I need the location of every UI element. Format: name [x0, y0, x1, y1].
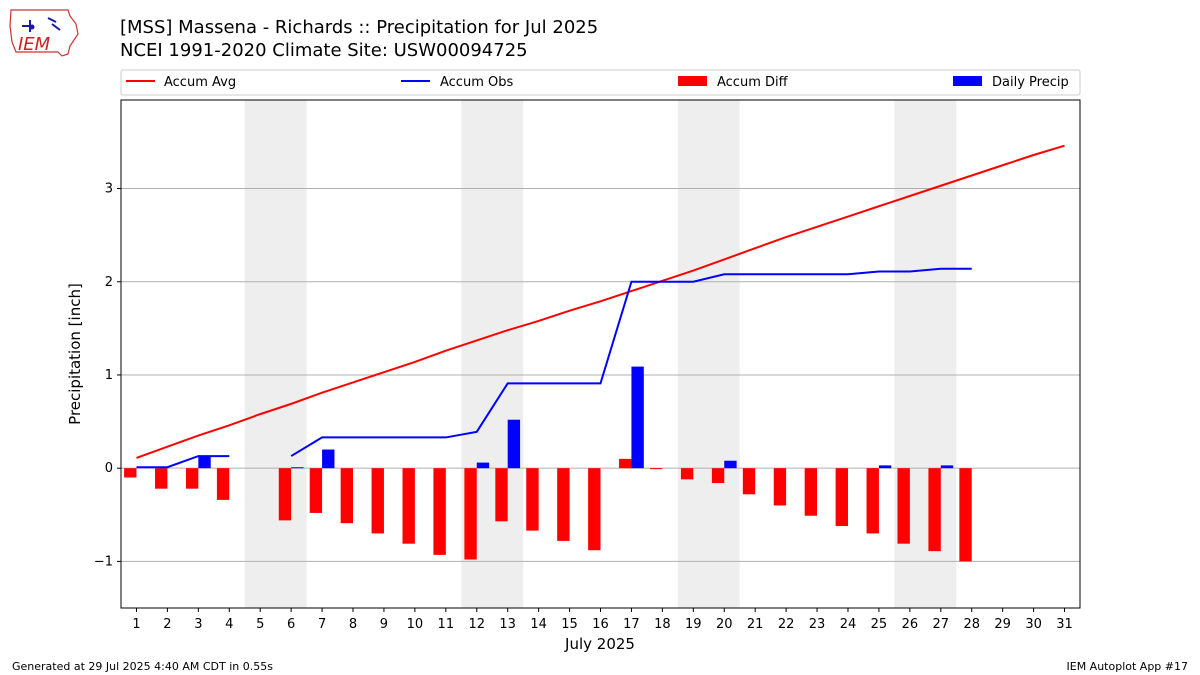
plot-frame — [120, 99, 1081, 609]
accum-diff-bar — [897, 468, 910, 544]
accum-diff-bar — [433, 468, 446, 555]
x-tick-label: 11 — [438, 617, 455, 632]
daily-precip-bar — [631, 366, 644, 469]
accum-diff-bar — [185, 468, 199, 489]
x-tick-label: 3 — [194, 617, 202, 632]
x-tick-label: 27 — [933, 617, 950, 632]
accum-obs-line — [136, 455, 230, 469]
y-axis-label: Precipitation [inch] — [66, 283, 84, 425]
x-tick-label: 21 — [747, 617, 764, 632]
accum-diff-bar — [278, 468, 292, 521]
x-tick-label: 20 — [716, 617, 733, 632]
accum-diff-bar — [866, 468, 879, 534]
x-tick-label: 29 — [994, 617, 1011, 632]
x-tick-label: 12 — [468, 617, 485, 632]
accum-diff-bar — [495, 468, 508, 522]
legend-accum-diff-label: Accum Diff — [717, 75, 789, 90]
x-tick-label: 10 — [407, 617, 424, 632]
x-tick-label: 14 — [530, 617, 547, 632]
x-tick-label: 1 — [132, 617, 140, 632]
y-tick-label: 1 — [105, 368, 113, 383]
daily-precip-bar — [198, 456, 211, 469]
legend-box — [120, 69, 1081, 96]
daily-precip-bar — [507, 419, 521, 469]
x-tick-label: 5 — [256, 617, 264, 632]
accum-diff-bar — [309, 468, 323, 513]
x-tick-label: 24 — [840, 617, 857, 632]
x-tick-label: 18 — [654, 617, 671, 632]
x-tick-label: 26 — [902, 617, 919, 632]
daily-precip-bar — [322, 449, 335, 469]
accum-diff-bar — [928, 468, 941, 552]
y-tick-label: 3 — [105, 182, 113, 197]
accum-diff-bar — [680, 468, 694, 480]
accum-diff-bar — [557, 468, 570, 541]
legend-daily-precip-swatch — [953, 76, 982, 86]
x-tick-label: 6 — [287, 617, 295, 632]
iowa-map-icon: IEM — [9, 9, 79, 57]
generated-note: Generated at 29 Jul 2025 4:40 AM CDT in … — [12, 660, 273, 673]
legend: Accum Avg Accum Obs Accum Diff Daily Pre… — [120, 69, 1081, 96]
x-axis-label: July 2025 — [564, 635, 635, 653]
accum-diff-bar — [124, 468, 137, 478]
daily-precip-bar — [940, 465, 954, 469]
x-tick-label: 8 — [349, 617, 357, 632]
legend-accum-obs-label: Accum Obs — [440, 75, 513, 90]
daily-precip-bar — [878, 465, 892, 469]
daily-precip-bar — [476, 462, 490, 469]
logo-text: IEM — [18, 34, 51, 55]
weekend-shade — [677, 100, 740, 608]
accum-diff-bar — [804, 468, 818, 516]
accum-diff-bar — [216, 468, 230, 500]
accum-diff-bar — [835, 468, 848, 526]
x-tick-label: 15 — [561, 617, 578, 632]
iem-logo: IEM — [8, 6, 80, 58]
y-tick-label: 2 — [105, 275, 113, 290]
accum-diff-bar — [619, 458, 632, 469]
accum-avg-line — [136, 144, 1065, 459]
accum-diff-bar — [526, 468, 539, 531]
accum-diff-bar — [371, 468, 384, 534]
accum-obs-line — [290, 267, 972, 457]
x-tick-label: 25 — [871, 617, 888, 632]
x-tick-label: 13 — [499, 617, 516, 632]
x-tick-label: 30 — [1025, 617, 1042, 632]
daily-precip-bar — [724, 460, 737, 469]
weekend-shade — [244, 100, 307, 608]
accum-diff-bar — [155, 468, 168, 489]
chart-subtitle: NCEI 1991-2020 Climate Site: USW00094725 — [120, 40, 528, 61]
x-tick-label: 17 — [623, 617, 640, 632]
x-tick-label: 23 — [809, 617, 826, 632]
legend-accum-avg-label: Accum Avg — [164, 75, 236, 90]
y-tick-label: 0 — [105, 461, 113, 476]
x-tick-label: 9 — [380, 617, 388, 632]
daily-precip-bar — [291, 467, 304, 469]
x-tick-label: 4 — [225, 617, 233, 632]
legend-accum-diff-swatch — [678, 76, 707, 86]
x-tick-label: 22 — [778, 617, 795, 632]
accum-diff-bar — [773, 468, 787, 506]
x-tick-label: 2 — [163, 617, 171, 632]
y-tick-label: −1 — [94, 554, 113, 569]
accum-diff-bar — [959, 468, 972, 562]
accum-diff-bar — [464, 468, 477, 560]
accum-diff-bar — [742, 468, 756, 495]
x-tick-label: 28 — [963, 617, 980, 632]
app-note: IEM Autoplot App #17 — [1066, 660, 1189, 673]
accum-diff-bar — [340, 468, 354, 524]
accum-diff-bar — [402, 468, 415, 544]
x-tick-label: 16 — [592, 617, 609, 632]
accum-diff-bar — [649, 468, 663, 470]
legend-daily-precip-label: Daily Precip — [992, 75, 1069, 90]
x-tick-label: 19 — [685, 617, 702, 632]
chart-title: [MSS] Massena - Richards :: Precipitatio… — [120, 17, 599, 38]
accum-diff-bar — [588, 468, 601, 551]
x-tick-label: 7 — [318, 617, 326, 632]
x-tick-label: 31 — [1056, 617, 1073, 632]
accum-diff-bar — [711, 468, 725, 484]
